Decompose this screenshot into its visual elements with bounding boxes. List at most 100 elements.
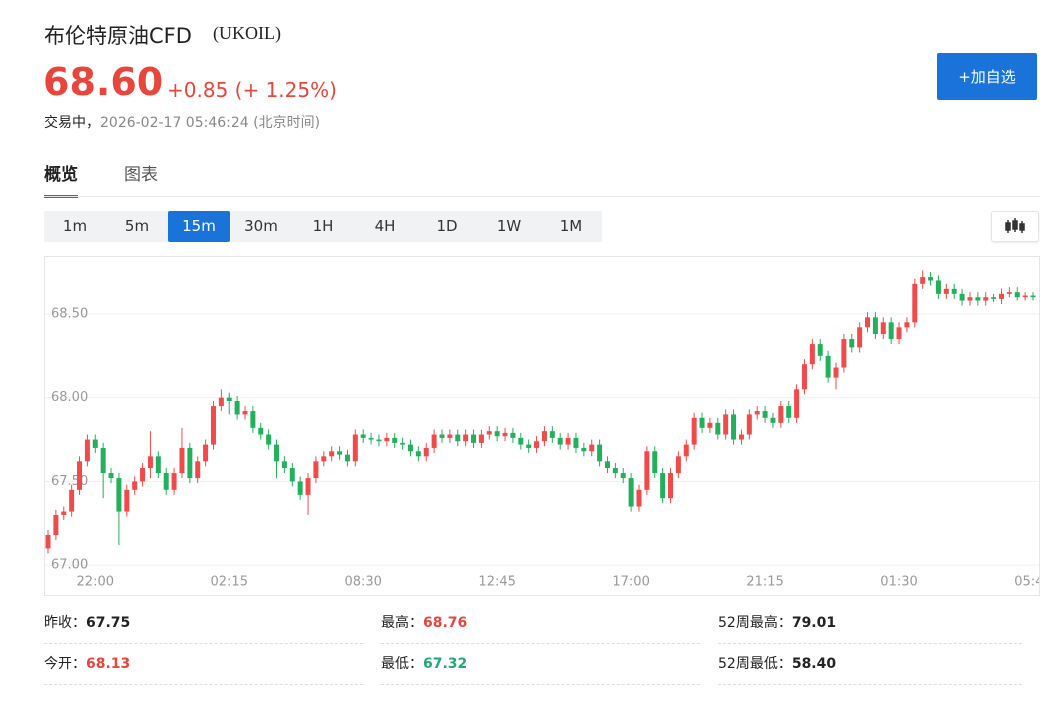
candle-body	[45, 535, 51, 549]
candle-body	[218, 397, 224, 407]
candle-body	[69, 489, 75, 512]
interval-button[interactable]: 1M	[559, 217, 583, 235]
candle-body	[1006, 292, 1012, 294]
candle-body	[415, 451, 421, 457]
y-tick-label: 68.00	[51, 390, 88, 405]
time: 2026-02-17 05:46:24	[100, 115, 249, 131]
candle-body	[242, 411, 248, 415]
x-tick-label: 12:45	[478, 575, 515, 590]
title: 布伦特原油CFD	[44, 24, 192, 48]
stat-value: 79.01	[791, 615, 837, 631]
chart-type-button[interactable]	[991, 211, 1039, 242]
interval-button[interactable]: 1H	[312, 217, 334, 235]
candle-body	[620, 473, 626, 479]
candle-body	[84, 439, 90, 462]
stat-value: 68.76	[423, 615, 468, 631]
candle-body	[896, 327, 902, 340]
x-tick-label: 21:15	[746, 575, 783, 590]
candle-body	[849, 339, 855, 348]
interval-button[interactable]: 15m	[168, 211, 230, 242]
x-tick-label: 08:30	[344, 575, 381, 590]
tab[interactable]: 图表	[124, 165, 158, 185]
candle-body	[770, 417, 776, 423]
stat-label: 52周最低：	[718, 656, 792, 672]
candle-body	[100, 447, 106, 474]
candle-body	[455, 434, 461, 442]
stat: 最高：68.76	[381, 603, 700, 644]
candle-body	[471, 434, 477, 443]
candle-icon	[1005, 218, 1025, 233]
candle-body	[392, 437, 398, 443]
add-watchlist-button[interactable]: +加自选	[937, 53, 1037, 100]
change: +0.85 (+ 1.25%)	[167, 78, 337, 102]
candle-body	[234, 401, 240, 415]
candle-body	[754, 411, 760, 415]
candle-body	[644, 451, 650, 490]
candle-body	[731, 414, 737, 440]
candle-body	[959, 293, 965, 301]
tab[interactable]: 概览	[44, 160, 78, 198]
interval-button[interactable]: 1D	[436, 217, 458, 235]
candle-body	[809, 344, 815, 365]
candle-body	[494, 431, 500, 437]
candle-body	[376, 439, 382, 442]
interval-button[interactable]: 4H	[374, 217, 396, 235]
candle-body	[289, 468, 295, 482]
candle-body	[723, 414, 729, 435]
candle-body	[258, 427, 264, 435]
candle-body	[746, 414, 752, 435]
candle-body	[928, 277, 934, 281]
candle-body	[431, 434, 437, 448]
stat-label: 昨收：	[44, 615, 86, 631]
stat: 昨收：67.75	[44, 603, 363, 644]
candle-body	[77, 461, 83, 490]
candle-body	[486, 431, 492, 435]
candle-body	[155, 456, 161, 474]
timezone: (北京时间)	[253, 115, 321, 131]
stat-label: 今开：	[44, 656, 86, 672]
candle-body	[266, 434, 272, 445]
interval-button[interactable]: 1W	[496, 217, 522, 235]
candle-body	[604, 461, 610, 469]
candle-body	[991, 297, 997, 299]
candle-body	[337, 451, 343, 455]
candle-body	[825, 355, 831, 378]
candle-body	[329, 451, 335, 457]
interval-button[interactable]: 1m	[62, 217, 88, 235]
x-tick-label: 22:00	[77, 575, 114, 590]
candle-body	[179, 447, 185, 474]
candle-body	[691, 417, 697, 445]
state: 交易中，	[44, 115, 100, 131]
stats: 昨收：67.75 最高：68.76 52周最高：79.01 今开：68.13 最低：67…	[44, 603, 1040, 685]
stat-label: 52周最高：	[718, 615, 792, 631]
candle-body	[108, 473, 114, 479]
status: 交易中，2026-02-17 05:46:24 (北京时间)	[44, 112, 320, 132]
candle-body	[124, 489, 130, 512]
candle-body	[187, 447, 193, 479]
candle-body	[983, 297, 989, 301]
stat: 52周最低：58.40	[718, 644, 1022, 685]
candle-body	[683, 444, 689, 457]
candle-body	[715, 422, 721, 435]
divider	[44, 196, 1040, 197]
stat: 今开：68.13	[44, 644, 363, 685]
interval-bar: 1m 5m 15m 30m 1H 4H 1D 1W 1M	[44, 211, 602, 242]
stat-value: 58.40	[791, 656, 837, 672]
candle-body	[447, 434, 453, 438]
candle-body	[668, 473, 674, 499]
candle-body	[786, 406, 792, 418]
x-tick-label: 05:45	[1014, 575, 1040, 590]
candle-body	[589, 444, 595, 452]
candle-body	[203, 444, 209, 462]
chart: 67.00 67.50 68.00 68.50 22:00 02:15 08:30 12:45…	[44, 256, 1040, 596]
candle-body	[368, 437, 374, 440]
candle-body	[1014, 292, 1020, 298]
price: 68.60	[43, 60, 164, 104]
interval-button[interactable]: 30m	[244, 217, 278, 235]
interval-button[interactable]: 5m	[124, 217, 150, 235]
candle-body	[534, 441, 540, 448]
candle-body	[1022, 295, 1028, 298]
candle-body	[53, 514, 59, 536]
candle-body	[132, 481, 138, 490]
